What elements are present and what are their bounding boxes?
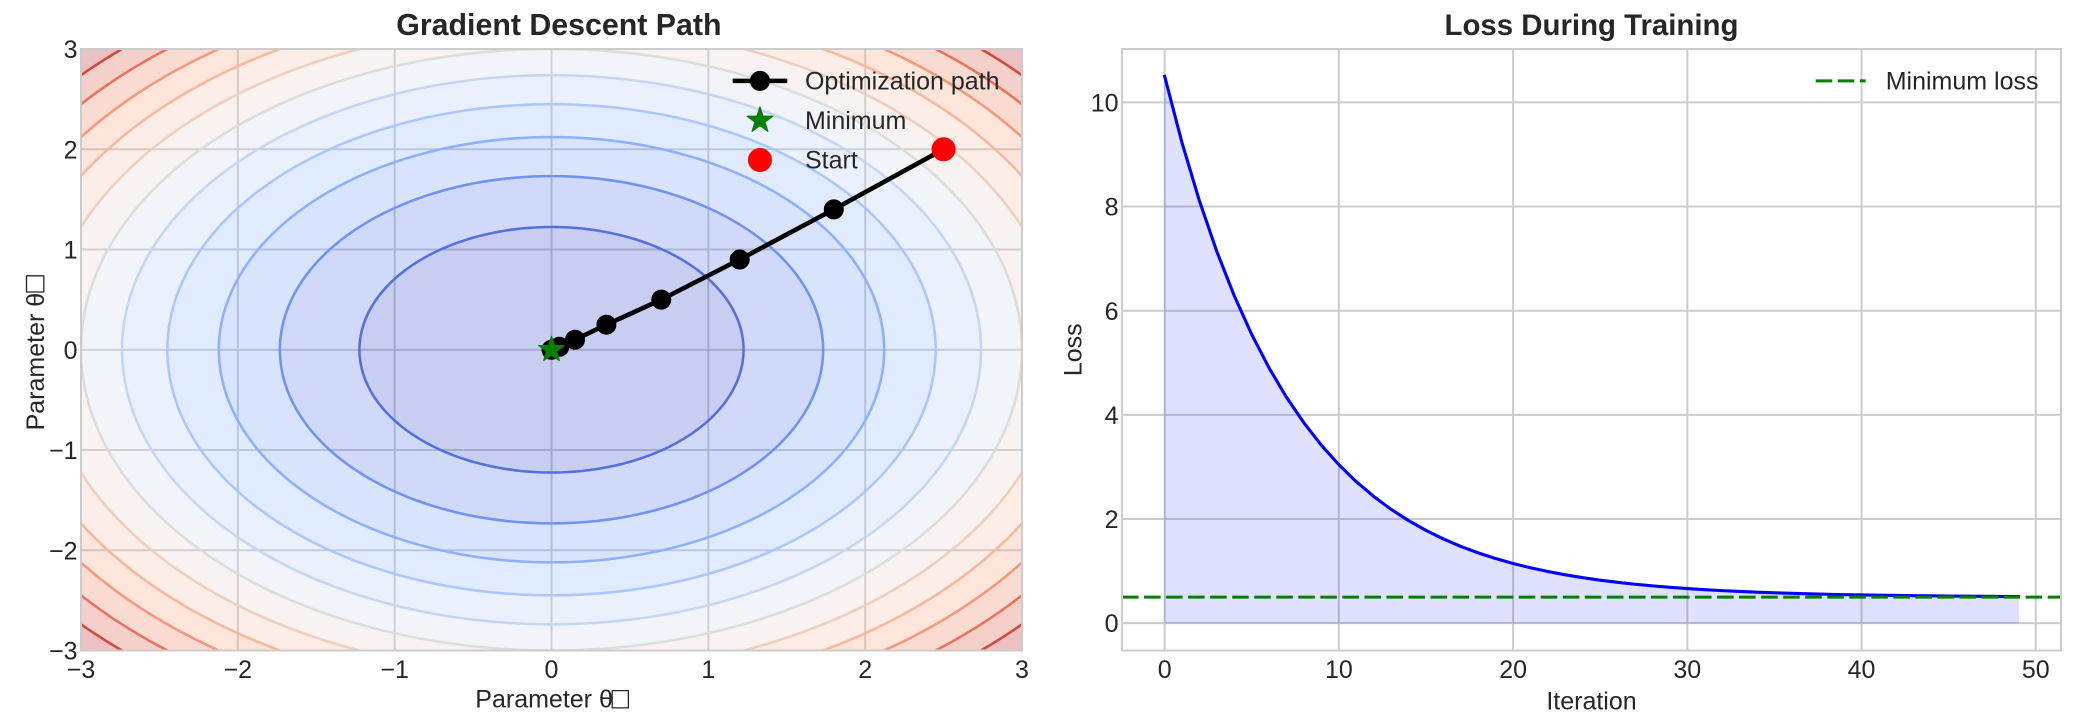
svg-text:−1: −1: [380, 656, 409, 684]
svg-text:10: 10: [1091, 89, 1119, 117]
svg-text:0: 0: [64, 337, 78, 365]
svg-text:2: 2: [858, 656, 872, 684]
svg-text:Minimum: Minimum: [805, 107, 906, 135]
svg-text:10: 10: [1325, 656, 1353, 684]
svg-text:Optimization path: Optimization path: [805, 68, 1000, 96]
svg-text:−1: −1: [49, 437, 78, 465]
svg-text:−2: −2: [224, 656, 253, 684]
svg-text:Loss During Training: Loss During Training: [1445, 9, 1739, 42]
svg-text:4: 4: [1105, 402, 1119, 430]
svg-text:50: 50: [2022, 656, 2050, 684]
svg-text:1: 1: [64, 237, 78, 265]
svg-text:Start: Start: [805, 147, 858, 175]
svg-text:−3: −3: [49, 638, 78, 666]
svg-text:0: 0: [1105, 610, 1119, 638]
svg-text:2: 2: [1105, 506, 1119, 534]
svg-text:Iteration: Iteration: [1546, 687, 1636, 715]
svg-text:Parameter θ: Parameter θ: [22, 293, 50, 431]
svg-text:Minimum loss: Minimum loss: [1886, 68, 2039, 96]
svg-text:0: 0: [1158, 656, 1172, 684]
svg-text:−2: −2: [49, 537, 78, 565]
svg-text:1: 1: [701, 656, 715, 684]
svg-text:3: 3: [64, 36, 78, 64]
svg-text:8: 8: [1105, 194, 1119, 222]
svg-text:30: 30: [1673, 656, 1701, 684]
svg-text:6: 6: [1105, 298, 1119, 326]
svg-text:0: 0: [545, 656, 559, 684]
svg-text:3: 3: [1015, 656, 1029, 684]
svg-text:Loss: Loss: [1060, 323, 1088, 376]
svg-text:Parameter θ: Parameter θ: [475, 686, 613, 714]
svg-text:40: 40: [1848, 656, 1876, 684]
svg-text:20: 20: [1499, 656, 1527, 684]
svg-text:−3: −3: [67, 656, 96, 684]
svg-text:2: 2: [64, 136, 78, 164]
svg-text:Gradient Descent Path: Gradient Descent Path: [396, 9, 721, 42]
